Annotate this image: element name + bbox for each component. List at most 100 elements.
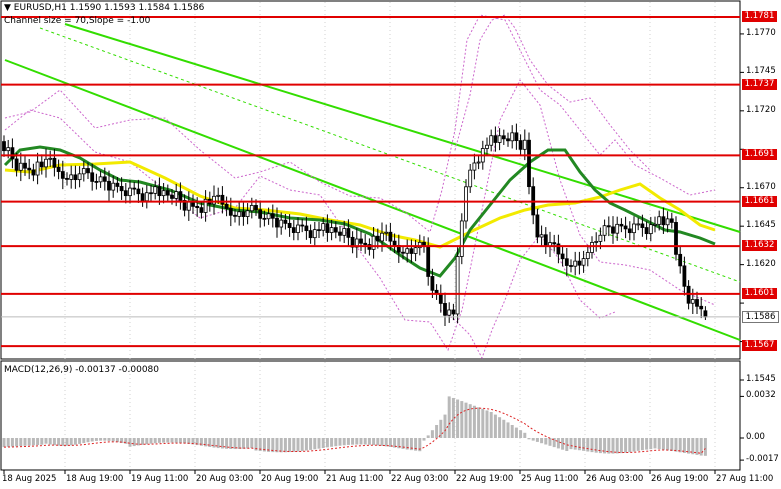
- candle-body: [157, 186, 162, 197]
- candle-body: [27, 167, 32, 171]
- macd-histogram-bar: [607, 438, 611, 454]
- candle-body: [170, 194, 174, 199]
- candle-body: [174, 191, 179, 199]
- macd-histogram-bar: [556, 438, 560, 449]
- candle-body: [182, 200, 187, 211]
- macd-histogram-bar: [418, 438, 422, 452]
- time-axis-label: 18 Aug 2025: [2, 474, 57, 484]
- macd-histogram-bar: [271, 438, 275, 453]
- candle-body: [447, 309, 452, 316]
- candle-body: [615, 223, 620, 234]
- macd-histogram-bar: [170, 438, 174, 443]
- macd-histogram-bar: [674, 438, 678, 452]
- symbol-info: ▼ EURUSD,H1 1.1590 1.1593 1.1584 1.1586: [4, 3, 204, 13]
- candle-body: [102, 176, 107, 182]
- macd-histogram-bar: [195, 438, 199, 446]
- candle-body: [233, 214, 237, 217]
- macd-histogram-bar: [447, 396, 451, 438]
- candle-body: [644, 227, 649, 235]
- macd-histogram-bar: [15, 438, 19, 447]
- macd-histogram-bar: [36, 438, 40, 446]
- macd-histogram-bar: [498, 417, 502, 438]
- candle-body: [611, 226, 615, 234]
- candle-body: [438, 293, 443, 304]
- ma-yellow-line: [4, 160, 716, 249]
- macd-histogram-bar: [380, 438, 384, 446]
- macd-histogram-bar: [519, 430, 523, 438]
- macd-histogram-bar: [300, 438, 304, 452]
- macd-signal-line: [3, 407, 706, 454]
- macd-histogram-bar: [288, 438, 292, 453]
- candle-body: [657, 216, 662, 225]
- macd-histogram-bar: [342, 438, 346, 446]
- candle-body: [669, 218, 674, 223]
- candle-body: [14, 158, 19, 171]
- candle-body: [388, 231, 393, 242]
- macd-histogram-bar: [409, 438, 413, 451]
- macd-histogram-bar: [128, 438, 132, 447]
- candle-body: [94, 181, 99, 183]
- macd-histogram-bar: [573, 438, 577, 450]
- candle-body: [165, 190, 170, 196]
- candle-body: [220, 194, 225, 205]
- macd-histogram-bar: [548, 438, 552, 446]
- candle-body: [333, 227, 338, 233]
- macd-histogram-bar: [2, 438, 6, 448]
- macd-histogram-bar: [191, 438, 195, 445]
- candle-body: [569, 265, 573, 267]
- macd-histogram-bar: [451, 397, 455, 438]
- macd-histogram-bar: [296, 438, 300, 452]
- candle-body: [623, 225, 628, 230]
- macd-histogram-bar: [99, 438, 103, 441]
- candle-body: [249, 205, 254, 212]
- candle-body: [413, 247, 418, 254]
- candle-body: [543, 234, 548, 247]
- price-axis-label: 1.1545: [746, 374, 776, 384]
- candle-body: [602, 225, 607, 236]
- candle-body: [506, 138, 510, 142]
- macd-histogram-bar: [334, 438, 338, 447]
- candle-body: [338, 231, 342, 236]
- macd-histogram-bar: [61, 438, 65, 446]
- macd-histogram-bar: [44, 438, 48, 444]
- macd-histogram-bar: [460, 401, 464, 438]
- macd-histogram-bar: [636, 438, 640, 451]
- time-axis-label: 21 Aug 11:00: [326, 474, 384, 484]
- macd-histogram-bar: [346, 438, 350, 445]
- candle-body: [144, 192, 149, 202]
- candle-body: [81, 168, 86, 175]
- band-outer-top: [454, 14, 651, 171]
- macd-histogram-bar: [136, 438, 140, 446]
- macd-histogram-bar: [653, 438, 657, 449]
- macd-histogram-bar: [241, 438, 245, 449]
- macd-histogram-bar: [691, 438, 695, 455]
- candle-body: [86, 168, 90, 174]
- macd-histogram-bar: [687, 438, 691, 454]
- candle-body: [359, 238, 363, 244]
- collapse-arrow-icon[interactable]: ▼: [4, 3, 11, 13]
- macd-histogram-bar: [78, 438, 82, 444]
- macd-histogram-bar: [120, 438, 124, 443]
- macd-histogram-bar: [565, 438, 569, 451]
- macd-histogram-bar: [283, 438, 287, 453]
- candle-body: [665, 218, 670, 226]
- macd-histogram-bar: [405, 438, 409, 450]
- candle-body: [56, 166, 61, 172]
- symbol-quote: EURUSD,H1 1.1590 1.1593 1.1584 1.1586: [13, 3, 205, 13]
- price-level-label: 1.1601: [742, 287, 777, 299]
- band-outer-bottom: [439, 234, 616, 360]
- time-axis-label: 19 Aug 11:00: [131, 474, 189, 484]
- candle-body: [128, 187, 132, 197]
- macd-histogram-bar: [208, 438, 212, 447]
- macd-histogram-bar: [502, 419, 506, 438]
- macd-histogram-bar: [628, 438, 632, 453]
- candle-body: [573, 260, 578, 267]
- macd-histogram-bar: [69, 438, 73, 446]
- macd-histogram-bar: [292, 438, 296, 452]
- macd-histogram-bar: [615, 438, 619, 454]
- macd-histogram-bar: [611, 438, 615, 454]
- macd-histogram-bar: [325, 438, 329, 448]
- macd-histogram-bar: [485, 410, 489, 438]
- candle-body: [98, 176, 103, 183]
